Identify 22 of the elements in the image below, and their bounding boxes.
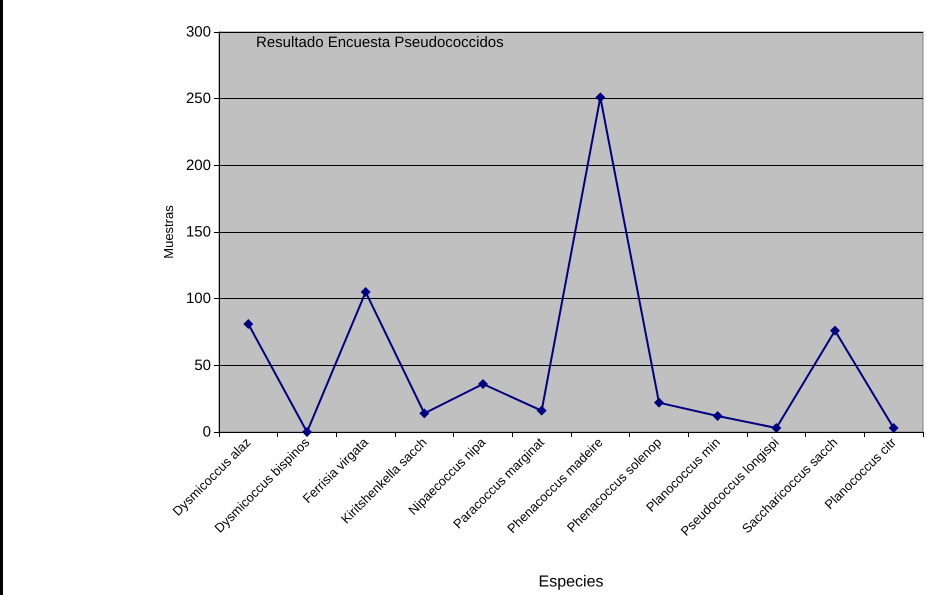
y-tick-label: 50 <box>194 356 211 374</box>
point <box>830 326 840 336</box>
y-tick-label: 300 <box>186 24 211 40</box>
point <box>419 408 430 418</box>
y-tick-label: 200 <box>186 156 211 174</box>
point <box>536 406 547 416</box>
point <box>302 427 312 437</box>
point <box>595 92 606 102</box>
y-tick-label: 100 <box>186 290 211 308</box>
y-axis-title: Muestras <box>161 204 176 259</box>
point <box>771 423 782 433</box>
point <box>712 411 723 421</box>
point <box>654 398 664 408</box>
chart-title: Resultado Encuesta Pseudococcidos <box>256 34 504 51</box>
point <box>478 379 488 389</box>
y-tick-label: 150 <box>186 224 211 240</box>
y-tick-label: 0 <box>202 424 211 440</box>
y-tick-label: 250 <box>186 90 211 108</box>
point <box>243 319 254 329</box>
point <box>888 423 899 433</box>
point <box>360 287 371 297</box>
x-axis-title: Especies <box>538 574 604 590</box>
